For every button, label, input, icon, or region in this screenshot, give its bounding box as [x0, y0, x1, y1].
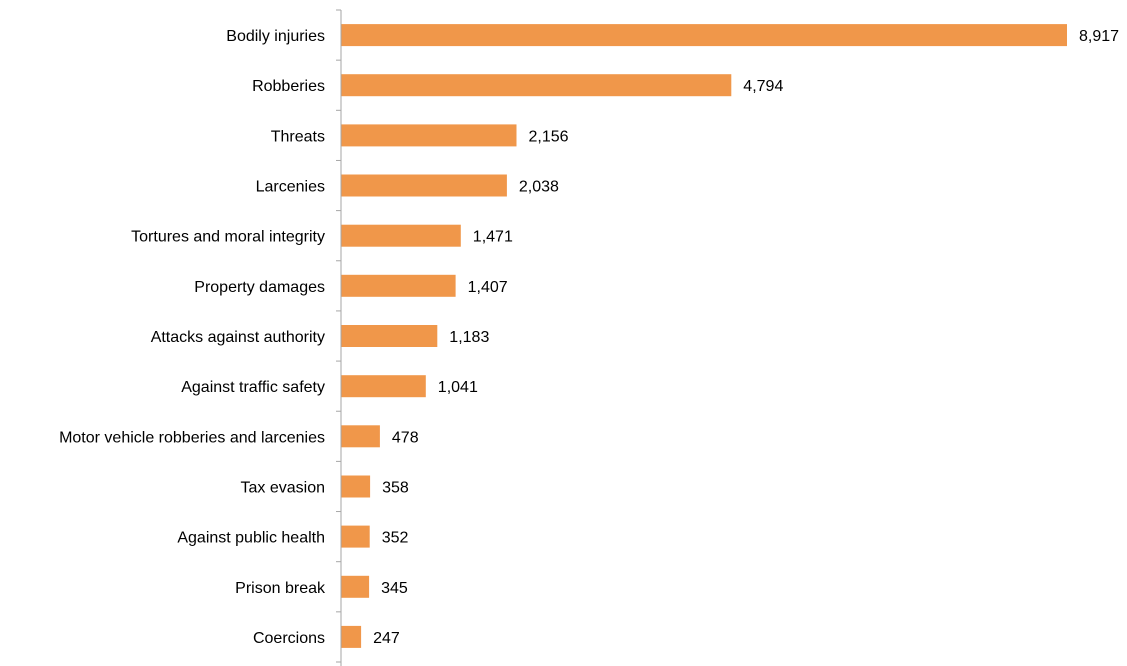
value-label: 478 — [392, 429, 419, 446]
bar — [341, 425, 380, 448]
bar — [341, 625, 362, 648]
bar — [341, 375, 426, 398]
category-label: Bodily injuries — [226, 28, 325, 45]
value-label: 1,471 — [473, 229, 513, 246]
bar — [341, 274, 456, 297]
category-label: Robberies — [252, 78, 325, 95]
category-label: Tax evasion — [241, 480, 326, 497]
y-axis — [336, 9, 342, 666]
value-label: 247 — [373, 630, 400, 647]
value-label: 358 — [382, 480, 409, 497]
value-label: 1,407 — [468, 279, 508, 296]
value-label: 8,917 — [1079, 28, 1119, 45]
bars-layer — [341, 24, 1067, 648]
category-label: Property damages — [194, 279, 325, 296]
category-label: Against public health — [177, 530, 325, 547]
value-label: 345 — [381, 580, 408, 597]
category-label: Larcenies — [256, 179, 325, 196]
value-label: 2,156 — [529, 128, 569, 145]
category-label: Motor vehicle robberies and larcenies — [59, 429, 325, 446]
value-label: 1,183 — [449, 329, 489, 346]
bar — [341, 325, 438, 347]
value-label: 4,794 — [743, 78, 783, 95]
category-label: Against traffic safety — [181, 379, 325, 396]
value-label: 2,038 — [519, 179, 559, 196]
value-label: 1,041 — [438, 379, 478, 396]
category-label: Threats — [271, 128, 325, 145]
category-label: Attacks against authority — [151, 329, 325, 346]
bar — [341, 525, 370, 548]
bar — [341, 475, 371, 498]
category-labels: Bodily injuries Robberies Threats Larcenies… — [59, 28, 326, 647]
value-labels: 8,917 4,794 2,156 2,038 1,471 1,407 1,183 1,041… — [373, 28, 1119, 647]
bar — [341, 124, 517, 147]
bar — [341, 224, 461, 247]
bar — [341, 575, 370, 598]
category-label: Prison break — [235, 580, 326, 597]
value-label: 352 — [382, 530, 409, 547]
bar — [341, 24, 1067, 47]
bar — [341, 174, 507, 197]
bar — [341, 74, 732, 97]
category-label: Coercions — [253, 630, 325, 647]
category-label: Tortures and moral integrity — [131, 229, 325, 246]
